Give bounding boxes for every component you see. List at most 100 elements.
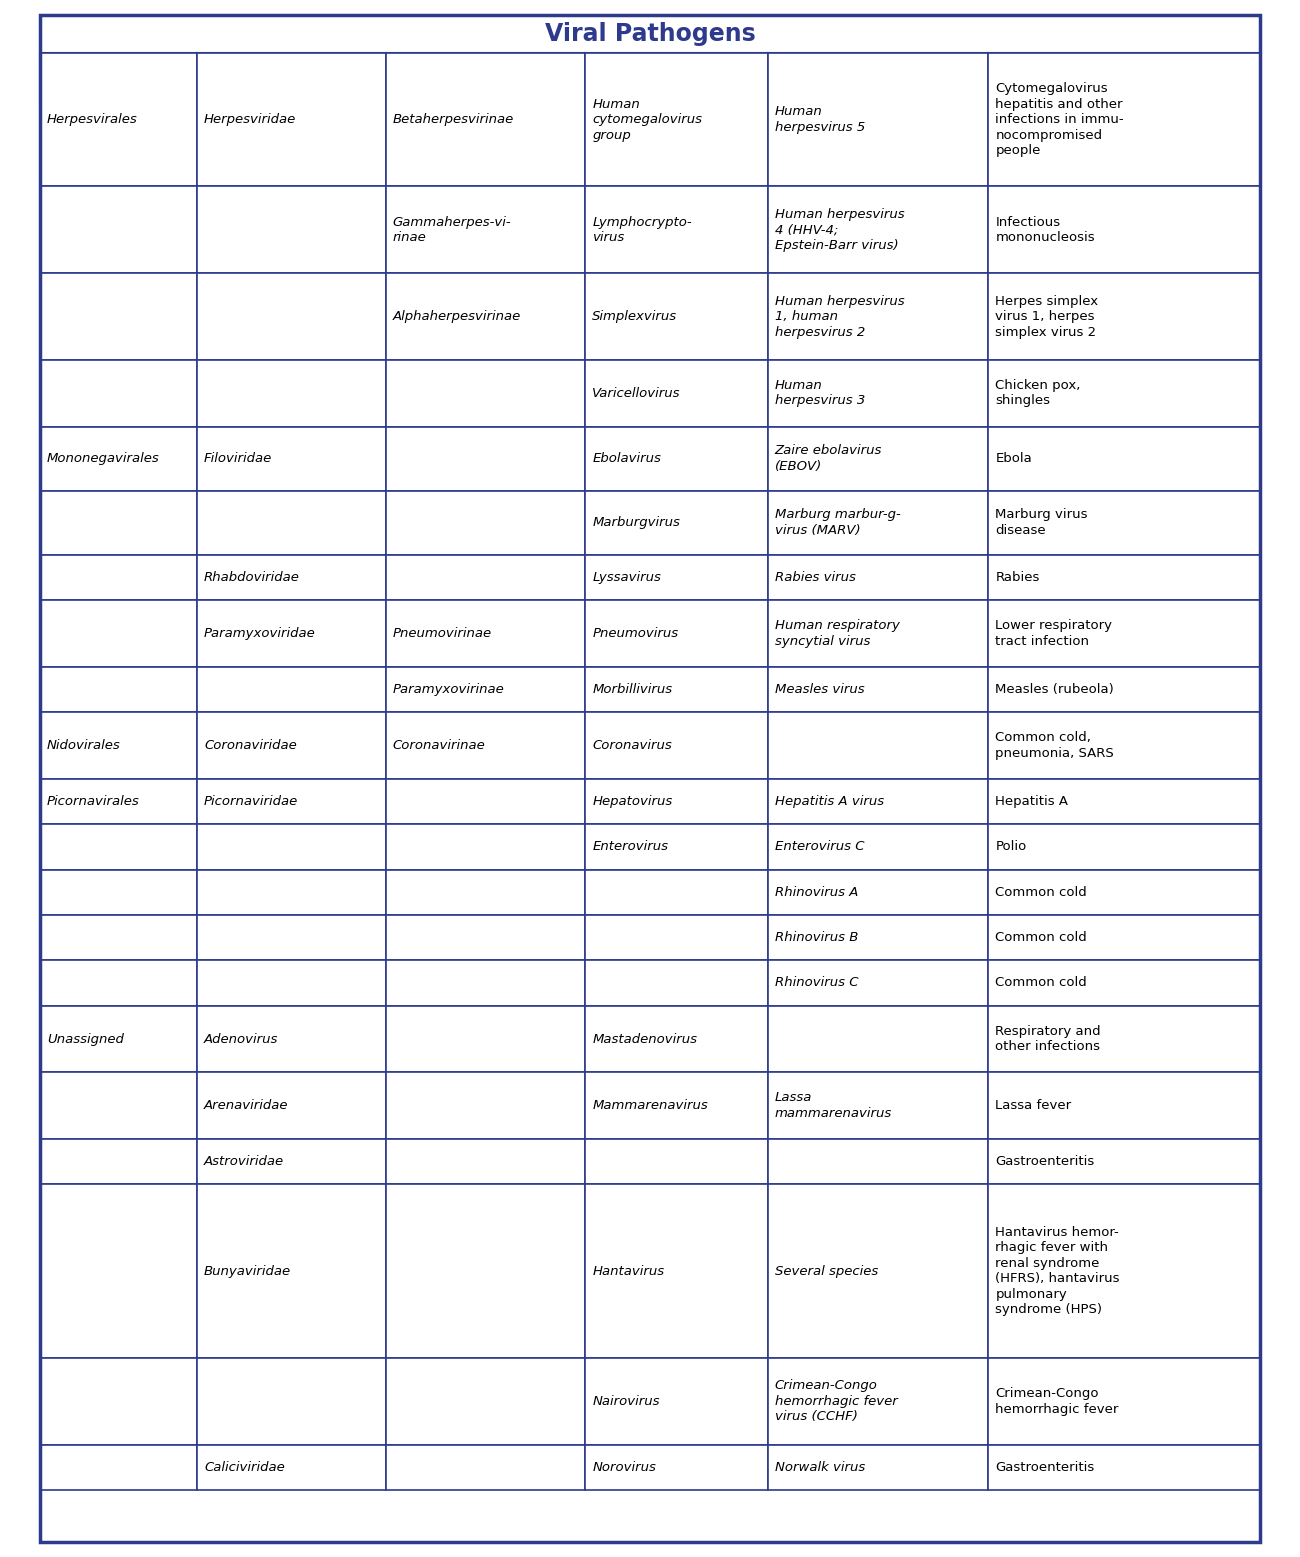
Bar bbox=[585, 961, 768, 1006]
Text: Respiratory and
other infections: Respiratory and other infections bbox=[996, 1025, 1101, 1053]
Bar bbox=[198, 961, 386, 1006]
Bar bbox=[198, 360, 386, 427]
Bar bbox=[585, 1073, 768, 1140]
Bar bbox=[768, 1073, 988, 1140]
Bar bbox=[585, 1185, 768, 1358]
Bar bbox=[386, 360, 585, 427]
Bar bbox=[585, 1006, 768, 1073]
Bar bbox=[40, 1185, 198, 1358]
Text: Ebolavirus: Ebolavirus bbox=[593, 452, 662, 466]
Bar bbox=[988, 360, 1260, 427]
Text: Paramyxoviridae: Paramyxoviridae bbox=[204, 627, 316, 640]
Bar bbox=[198, 53, 386, 104]
Text: Nairovirus: Nairovirus bbox=[593, 1395, 660, 1408]
Bar bbox=[988, 712, 1260, 778]
Bar bbox=[198, 1006, 386, 1073]
Bar bbox=[40, 869, 198, 916]
Bar bbox=[768, 778, 988, 824]
Bar bbox=[198, 53, 386, 187]
Bar bbox=[386, 712, 585, 778]
Bar bbox=[386, 666, 585, 712]
Bar bbox=[40, 554, 198, 599]
Bar bbox=[198, 1185, 386, 1358]
Text: Mastadenovirus: Mastadenovirus bbox=[593, 1032, 697, 1045]
Text: Bunyaviridae: Bunyaviridae bbox=[204, 1264, 291, 1278]
Bar bbox=[988, 1006, 1260, 1073]
Bar bbox=[386, 1445, 585, 1490]
Bar bbox=[988, 916, 1260, 961]
Text: Marburg virus
disease: Marburg virus disease bbox=[996, 509, 1088, 537]
Bar bbox=[386, 1140, 585, 1185]
Text: Pneumovirinae: Pneumovirinae bbox=[393, 627, 491, 640]
Bar bbox=[988, 427, 1260, 490]
Bar bbox=[585, 869, 768, 916]
Bar bbox=[768, 1006, 988, 1073]
Text: Polio: Polio bbox=[996, 841, 1027, 853]
Bar bbox=[40, 666, 198, 712]
Text: Morbillivirus: Morbillivirus bbox=[593, 684, 672, 696]
Bar bbox=[585, 778, 768, 824]
Bar bbox=[40, 1140, 198, 1185]
Text: Rhabdoviridae: Rhabdoviridae bbox=[204, 571, 300, 584]
Text: Family: Family bbox=[266, 72, 317, 86]
Bar bbox=[585, 712, 768, 778]
Text: Genus: Genus bbox=[653, 72, 701, 86]
Bar bbox=[198, 1140, 386, 1185]
Bar bbox=[768, 53, 988, 187]
Text: Mammarenavirus: Mammarenavirus bbox=[593, 1099, 709, 1112]
Text: Several species: Several species bbox=[775, 1264, 878, 1278]
Text: Sub-family: Sub-family bbox=[443, 72, 528, 86]
Bar bbox=[386, 1185, 585, 1358]
Bar bbox=[988, 1140, 1260, 1185]
Bar bbox=[768, 869, 988, 916]
Bar bbox=[988, 554, 1260, 599]
Bar bbox=[585, 916, 768, 961]
Bar bbox=[198, 554, 386, 599]
Bar bbox=[585, 554, 768, 599]
Text: Crimean-Congo
hemorrhagic fever: Crimean-Congo hemorrhagic fever bbox=[996, 1387, 1119, 1415]
Bar bbox=[40, 599, 198, 666]
Text: Viral Pathogens: Viral Pathogens bbox=[545, 22, 755, 47]
Bar bbox=[386, 1073, 585, 1140]
Bar bbox=[988, 1445, 1260, 1490]
Bar bbox=[40, 1445, 198, 1490]
Text: Betaherpesvirinae: Betaherpesvirinae bbox=[393, 114, 514, 126]
Text: Varicellovirus: Varicellovirus bbox=[593, 386, 681, 400]
Text: Caliciviridae: Caliciviridae bbox=[204, 1460, 285, 1474]
Text: Chicken pox,
shingles: Chicken pox, shingles bbox=[996, 378, 1080, 408]
Text: Common cold: Common cold bbox=[996, 976, 1087, 990]
Bar bbox=[40, 1358, 198, 1445]
Bar bbox=[40, 916, 198, 961]
Bar bbox=[768, 490, 988, 554]
Text: Human herpesvirus
1, human
herpesvirus 2: Human herpesvirus 1, human herpesvirus 2 bbox=[775, 294, 905, 338]
Bar bbox=[768, 53, 988, 104]
Bar bbox=[988, 187, 1260, 272]
Text: Human
herpesvirus 5: Human herpesvirus 5 bbox=[775, 106, 864, 134]
Bar bbox=[198, 1073, 386, 1140]
Bar bbox=[585, 1445, 768, 1490]
Bar bbox=[386, 778, 585, 824]
Text: Cytomegalovirus
hepatitis and other
infections in immu-
nocompromised
people: Cytomegalovirus hepatitis and other infe… bbox=[996, 83, 1124, 157]
Bar bbox=[988, 1358, 1260, 1445]
Bar bbox=[768, 1140, 988, 1185]
Bar bbox=[988, 1073, 1260, 1140]
Text: Coronaviridae: Coronaviridae bbox=[204, 740, 296, 752]
Text: Lower respiratory
tract infection: Lower respiratory tract infection bbox=[996, 620, 1113, 648]
Text: Rhinovirus A: Rhinovirus A bbox=[775, 886, 858, 898]
Bar bbox=[585, 1358, 768, 1445]
Text: Herpesvirales: Herpesvirales bbox=[47, 114, 138, 126]
Text: Human herpesvirus
4 (HHV-4;
Epstein-Barr virus): Human herpesvirus 4 (HHV-4; Epstein-Barr… bbox=[775, 207, 905, 252]
Bar bbox=[585, 360, 768, 427]
Bar bbox=[988, 824, 1260, 869]
Text: Alphaherpesvirinae: Alphaherpesvirinae bbox=[393, 310, 521, 322]
Text: Marburgvirus: Marburgvirus bbox=[593, 517, 680, 529]
Bar bbox=[386, 490, 585, 554]
Bar bbox=[988, 961, 1260, 1006]
Text: Hepatitis A: Hepatitis A bbox=[996, 796, 1069, 808]
Text: Paramyxovirinae: Paramyxovirinae bbox=[393, 684, 504, 696]
Bar bbox=[40, 824, 198, 869]
Bar bbox=[40, 1073, 198, 1140]
Bar bbox=[198, 272, 386, 360]
Text: Herpesviridae: Herpesviridae bbox=[204, 114, 296, 126]
Bar bbox=[386, 961, 585, 1006]
